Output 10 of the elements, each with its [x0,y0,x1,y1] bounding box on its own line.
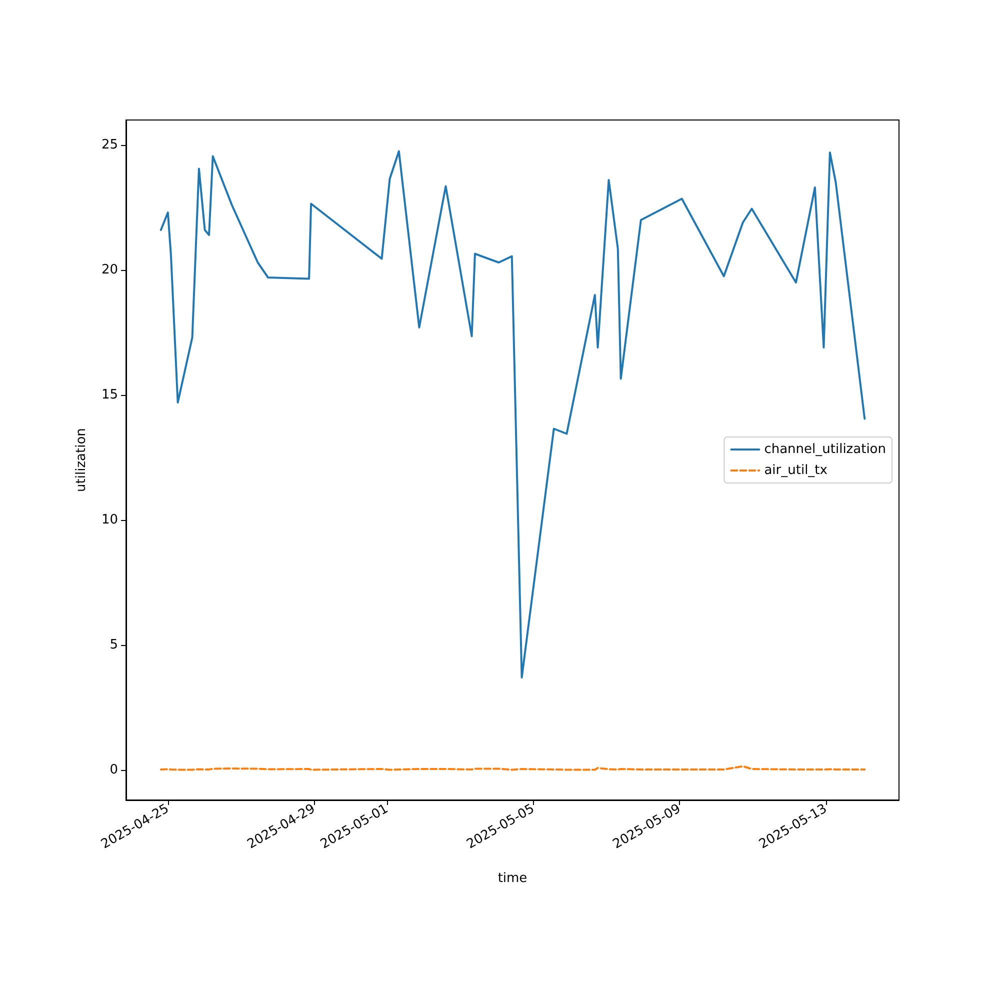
y-tick-label: 0 [110,762,118,778]
legend-label: channel_utilization [764,442,886,457]
y-axis-title: utilization [74,428,89,492]
x-axis-title: time [498,871,528,886]
legend-label: air_util_tx [764,463,828,478]
y-tick-label: 15 [101,388,118,402]
y-tick-label: 20 [101,262,118,278]
y-tick-label: 10 [101,512,118,528]
y-tick-label: 25 [101,138,118,152]
y-tick-label: 5 [110,638,118,652]
